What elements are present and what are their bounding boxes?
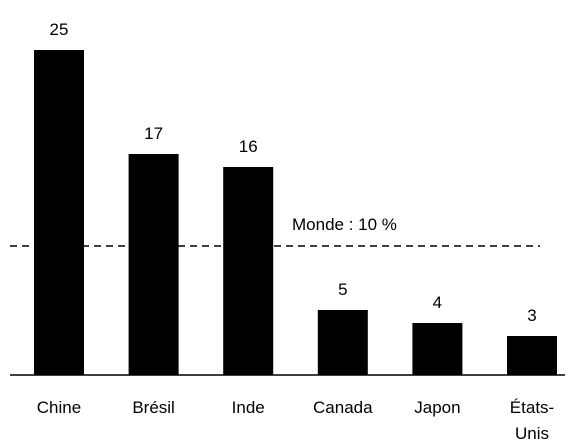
data-label-4: 5 [338,280,347,299]
data-label-3: 16 [239,137,258,156]
data-label-2: 17 [144,124,163,143]
bar-5 [412,323,463,375]
bar-4 [317,310,368,375]
bar-3 [223,167,274,375]
x-tick-label-1: Chine [37,398,81,417]
world-average-label: Monde : 10 % [292,215,397,234]
x-tick-labels: Chine Brésil Inde Canada Japon États- Unis [37,398,554,443]
bar-6 [507,336,557,375]
data-label-5: 4 [433,293,442,312]
reference-layer: Monde : 10 % [10,215,540,247]
x-tick-label-line: Inde [232,398,265,417]
x-tick-label-line: Chine [37,398,81,417]
x-tick-label-6: États- Unis [510,398,554,443]
x-tick-label-3: Inde [232,398,265,417]
bars-layer [34,50,557,375]
x-tick-label-line: États- [510,398,554,417]
x-tick-label-2: Brésil [132,398,175,417]
labels-layer: 25 17 16 5 4 3 [50,20,537,325]
bar-2 [128,154,179,375]
x-tick-label-4: Canada [313,398,373,417]
data-label-1: 25 [50,20,69,39]
data-label-6: 3 [527,306,536,325]
bar-1 [34,50,84,375]
x-tick-label-5: Japon [414,398,460,417]
x-tick-label-line: Japon [414,398,460,417]
x-tick-label-line: Brésil [132,398,175,417]
x-tick-label-line: Canada [313,398,373,417]
x-tick-label-line: Unis [515,424,549,443]
